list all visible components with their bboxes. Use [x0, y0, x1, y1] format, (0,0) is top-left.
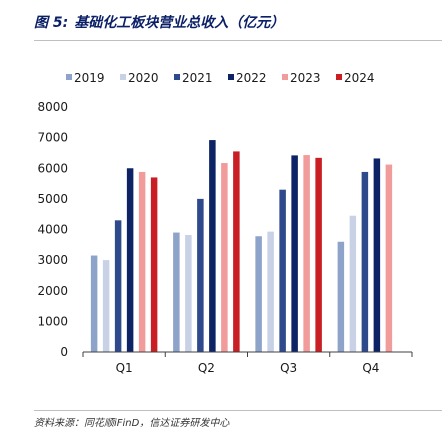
legend-label-2023: 2023	[290, 71, 321, 85]
legend-swatch-2021	[174, 74, 180, 80]
x-tick-label-Q3: Q3	[280, 361, 297, 375]
bar-Q3-2024	[315, 157, 322, 352]
bar-Q1-2019	[90, 255, 98, 352]
y-tick-label-2000: 2000	[37, 284, 68, 298]
legend-label-2024: 2024	[344, 71, 375, 85]
legend-label-2021: 2021	[182, 71, 213, 85]
title-divider	[34, 40, 442, 41]
source-note: 资料来源：同花顺iFinD，信达证券研发中心	[34, 418, 230, 429]
bar-Q2-2020	[185, 235, 192, 352]
figure-title-text: 基础化工板块营业总收入（亿元）	[74, 15, 285, 31]
legend-swatch-2022	[228, 74, 234, 80]
bar-Q3-2020	[267, 231, 274, 352]
bar-Q1-2022	[126, 168, 134, 352]
y-tick-label-7000: 7000	[37, 131, 68, 145]
bar-groups	[90, 140, 393, 352]
bar-Q4-2023	[385, 164, 393, 352]
bar-Q2-2019	[173, 232, 180, 352]
legend-swatch-2024	[336, 74, 342, 80]
bar-Q4-2020	[349, 215, 357, 352]
bar-Q3-2022	[291, 155, 298, 352]
figure-title: 图 5: 基础化工板块营业总收入（亿元）	[34, 12, 284, 32]
bar-Q1-2023	[138, 171, 146, 352]
x-tick-label-Q4: Q4	[362, 361, 379, 375]
legend-label-2019: 2019	[74, 71, 105, 85]
bar-Q2-2023	[221, 163, 228, 352]
bar-Q3-2021	[279, 189, 286, 352]
y-tick-label-0: 0	[60, 345, 68, 359]
bar-Q4-2022	[373, 158, 381, 352]
bar-Q1-2021	[114, 220, 122, 352]
legend-swatch-2023	[282, 74, 288, 80]
legend-label-2022: 2022	[236, 71, 267, 85]
y-tick-label-8000: 8000	[37, 100, 68, 114]
x-tick-label-Q2: Q2	[198, 361, 215, 375]
bar-Q4-2019	[337, 241, 345, 352]
chart-legend: 2019 2020 2021 2022 2023 2024	[66, 71, 375, 85]
y-tick-label-3000: 3000	[37, 253, 68, 267]
y-tick-label-5000: 5000	[37, 192, 68, 206]
bar-Q1-2024	[150, 177, 158, 352]
figure-number: 图 5:	[34, 15, 69, 31]
bar-Q4-2021	[361, 171, 369, 352]
bar-Q3-2023	[303, 155, 310, 352]
legend-label-2020: 2020	[128, 71, 159, 85]
y-axis: 0 1000 2000 3000 4000 5000 6000 7000 8000	[37, 100, 68, 359]
bar-Q2-2021	[197, 198, 204, 352]
legend-swatch-2020	[120, 74, 126, 80]
source-divider	[34, 410, 442, 411]
bar-Q2-2022	[209, 140, 216, 352]
x-axis: Q1 Q2 Q3 Q4	[82, 351, 413, 375]
x-tick-label-Q1: Q1	[116, 361, 133, 375]
y-tick-label-1000: 1000	[37, 314, 68, 328]
bar-Q3-2019	[255, 236, 262, 352]
bar-Q2-2024	[233, 151, 240, 352]
y-tick-label-4000: 4000	[37, 223, 68, 237]
bar-Q1-2020	[102, 260, 110, 352]
y-tick-label-6000: 6000	[37, 161, 68, 175]
legend-swatch-2019	[66, 74, 72, 80]
